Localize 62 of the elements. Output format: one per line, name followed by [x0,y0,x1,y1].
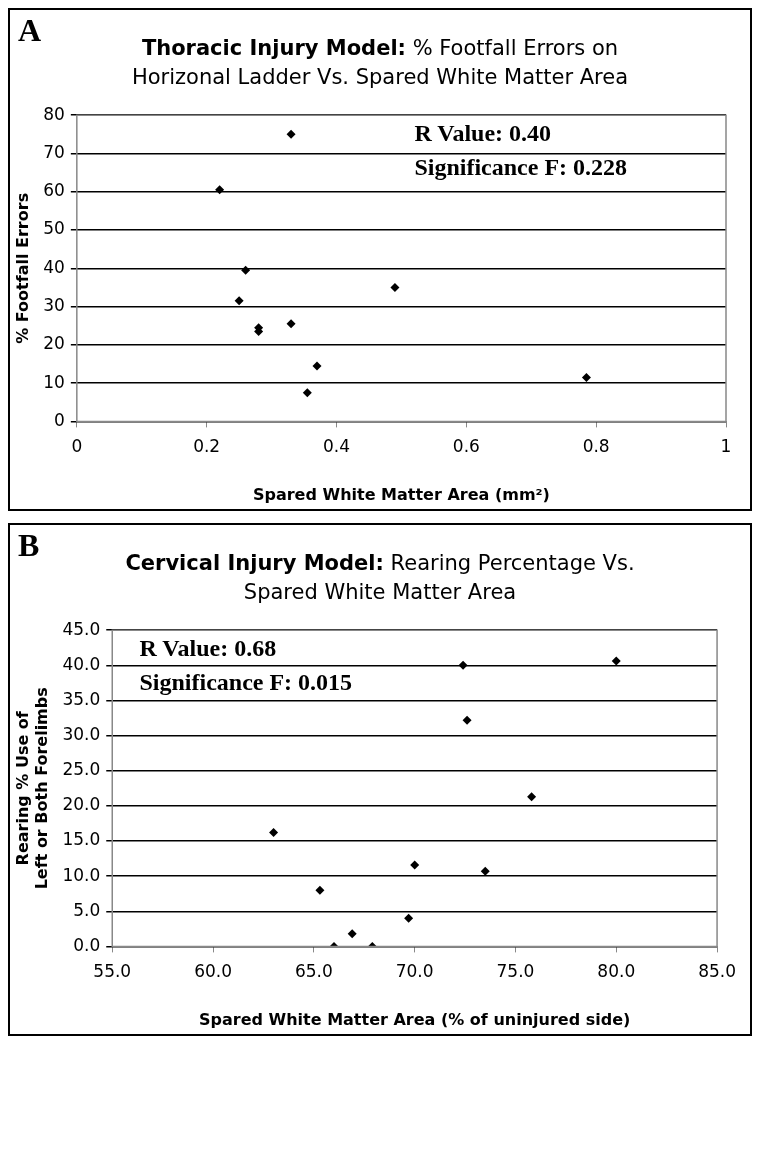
y-tick-label: 70 [43,141,65,162]
y-tick-label: 35.0 [62,688,101,709]
point [462,715,472,725]
point [241,265,251,275]
point [347,928,357,938]
point [404,913,414,923]
y-tick-label: 20 [43,333,65,354]
y-tick-label: 30.0 [62,723,101,744]
annotation: R Value: 0.40 [414,120,552,147]
point [286,129,296,139]
x-tick-label: 80.0 [597,960,636,981]
y-tick-label: 25.0 [62,758,101,779]
y-axis-title: Rearing % Use of Left or Both Forelimbs [12,686,51,889]
point [234,296,244,306]
point [315,885,325,895]
annotation: Significance F: 0.015 [139,668,353,695]
point [286,319,296,329]
point [410,859,420,869]
x-tick-label: 1 [720,435,732,456]
y-tick-label: 30 [43,294,65,315]
point [581,372,591,382]
y-tick-label: 15.0 [62,828,101,849]
y-tick-label: 5.0 [73,899,101,920]
y-tick-label: 40.0 [62,653,101,674]
y-tick-label: 80 [43,103,65,124]
x-tick-label: 0.2 [193,435,221,456]
y-tick-label: 50 [43,218,65,239]
y-tick-label: 20.0 [62,793,101,814]
annotation: R Value: 0.68 [139,634,277,661]
y-tick-label: 0 [54,409,65,430]
chart-title: Thoracic Injury Model: % Footfall Errors on Horizonal Ladder Vs. Spared White Matter Area [131,36,629,90]
point [302,387,312,397]
y-tick-label: 10 [43,371,65,392]
point [480,866,490,876]
text: B [18,526,40,564]
chart-title: Cervical Injury Model: Rearing Percentage Vs. Spared White Matter Area [125,550,635,605]
point [390,282,400,292]
x-axis-title: Spared White Matter Area (mm²) [252,484,550,504]
x-tick-label: 0.6 [452,435,480,456]
point [527,791,537,801]
point [458,660,468,670]
x-tick-label: 0.8 [582,435,610,456]
y-tick-label: 40 [43,256,65,277]
point [611,656,621,666]
y-tick-label: 10.0 [62,864,101,885]
y-axis-title: % Footfall Errors [12,192,32,344]
point [269,827,279,837]
y-tick-label: 60 [43,179,65,200]
x-tick-label: 0.4 [322,435,351,456]
x-tick-label: 60.0 [194,960,232,981]
y-tick-label: 0.0 [73,934,101,955]
x-tick-label: 55.0 [93,960,132,981]
point [215,185,225,195]
annotation: Significance F: 0.228 [414,154,628,181]
x-tick-label: 70.0 [395,960,434,981]
x-tick-label: 85.0 [698,960,736,981]
x-tick-label: 75.0 [496,960,535,981]
y-tick-label: 45.0 [62,618,101,639]
x-axis-title: Spared White Matter Area (% of uninjured side) [199,1009,631,1029]
x-tick-label: 65.0 [294,960,333,981]
text: A [18,12,42,49]
point [312,361,322,371]
